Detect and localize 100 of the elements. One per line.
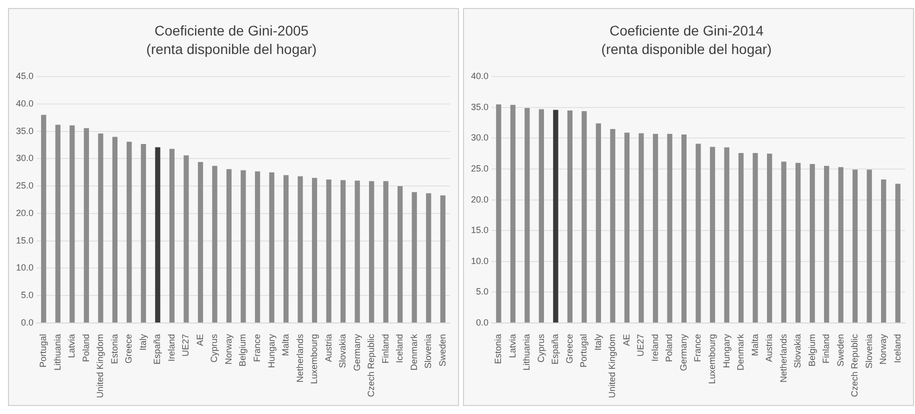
bar bbox=[340, 180, 346, 322]
x-tick-label: Sweden bbox=[835, 334, 846, 366]
x-tick-label: Czech Republic bbox=[850, 333, 860, 397]
x-tick-label: Slovakia bbox=[792, 334, 803, 368]
bar bbox=[369, 181, 374, 322]
bar bbox=[298, 176, 303, 322]
bar bbox=[155, 147, 160, 322]
bar bbox=[596, 123, 602, 322]
y-tick-label: 20.0 bbox=[16, 208, 34, 218]
x-tick-label: UE27 bbox=[636, 334, 646, 356]
x-tick-label: Lithuania bbox=[52, 334, 62, 371]
x-tick-label: AE bbox=[194, 334, 205, 346]
bar bbox=[312, 178, 318, 322]
bar bbox=[354, 180, 360, 322]
x-tick-label: Iceland bbox=[394, 334, 405, 363]
x-tick-label: Sweden bbox=[437, 334, 448, 366]
x-tick-label: Greece bbox=[564, 334, 574, 364]
bar bbox=[398, 186, 403, 322]
x-tick-label: Hungary bbox=[266, 333, 276, 368]
y-tick-label: 5.0 bbox=[476, 286, 489, 297]
x-tick-label: Italy bbox=[138, 333, 148, 350]
y-tick-label: 35.0 bbox=[16, 126, 34, 136]
chart-title: Coeficiente de Gini-2014 bbox=[609, 22, 764, 38]
bar bbox=[426, 193, 432, 322]
chart-subtitle: (renta disponible del hogar) bbox=[146, 41, 317, 58]
bar bbox=[84, 128, 89, 322]
bar bbox=[738, 152, 744, 322]
x-tick-label: Iceland bbox=[892, 334, 902, 363]
x-tick-label: Netherlands bbox=[294, 333, 305, 382]
bar bbox=[55, 124, 60, 322]
bar bbox=[895, 184, 900, 322]
bar bbox=[582, 111, 587, 322]
x-tick-label: Hungary bbox=[721, 333, 732, 368]
bar bbox=[283, 175, 289, 322]
x-tick-label: Austria bbox=[764, 334, 774, 362]
x-tick-label: Cyprus bbox=[209, 333, 220, 362]
bar bbox=[326, 180, 332, 322]
x-tick-label: Poland bbox=[664, 334, 674, 362]
chart-subtitle: (renta disponible del hogar) bbox=[601, 41, 772, 58]
bar bbox=[126, 142, 132, 322]
x-tick-label: Portugal bbox=[38, 334, 48, 368]
x-tick-label: Slovenia bbox=[864, 334, 874, 368]
x-tick-label: Greece bbox=[124, 334, 134, 364]
bar bbox=[610, 128, 616, 322]
bar bbox=[70, 125, 75, 322]
bar bbox=[496, 104, 502, 322]
x-tick-label: Estonia bbox=[493, 334, 504, 364]
x-tick-label: Estonia bbox=[109, 334, 120, 364]
bar bbox=[240, 170, 246, 322]
bar bbox=[212, 166, 218, 322]
bar bbox=[553, 110, 558, 322]
bar bbox=[538, 109, 544, 322]
bar bbox=[140, 144, 146, 322]
x-tick-label: Cyprus bbox=[536, 333, 546, 362]
bar bbox=[866, 170, 872, 322]
x-tick-label: España bbox=[550, 334, 560, 364]
x-tick-label: United Kingdom bbox=[95, 334, 106, 398]
bar bbox=[412, 192, 417, 322]
bar bbox=[766, 154, 772, 322]
bar bbox=[567, 110, 573, 322]
bar bbox=[810, 164, 815, 322]
bar bbox=[710, 146, 716, 322]
bar bbox=[781, 162, 786, 322]
x-tick-label: Luxembourg bbox=[707, 334, 717, 384]
bar bbox=[269, 172, 274, 322]
x-tick-label: Norway bbox=[878, 333, 888, 364]
x-tick-label: Luxembourg bbox=[309, 334, 320, 384]
x-tick-label: Netherlands bbox=[778, 333, 788, 382]
y-tick-label: 30.0 bbox=[16, 153, 34, 164]
y-tick-label: 0.0 bbox=[476, 317, 489, 328]
y-tick-label: 20.0 bbox=[470, 194, 489, 204]
bar bbox=[624, 132, 630, 322]
bar bbox=[696, 144, 701, 322]
bar bbox=[667, 134, 672, 322]
bar bbox=[838, 167, 844, 322]
x-tick-label: Finland bbox=[821, 334, 832, 364]
bar bbox=[852, 170, 858, 322]
x-tick-label: Denmark bbox=[736, 333, 746, 370]
chart-title: Coeficiente de Gini-2005 bbox=[154, 22, 309, 38]
y-tick-label: 45.0 bbox=[16, 71, 34, 82]
y-tick-label: 40.0 bbox=[470, 71, 489, 82]
x-tick-label: United Kingdom bbox=[607, 334, 618, 398]
y-tick-label: 25.0 bbox=[16, 180, 34, 191]
x-tick-label: Malta bbox=[280, 334, 291, 356]
x-tick-label: Slovakia bbox=[338, 334, 348, 368]
bar bbox=[796, 162, 801, 322]
y-tick-label: 0.0 bbox=[21, 317, 34, 328]
x-tick-label: Portugal bbox=[578, 334, 589, 368]
bar bbox=[440, 195, 446, 322]
bar bbox=[254, 171, 260, 322]
x-tick-label: Latvia bbox=[507, 334, 518, 358]
x-tick-label: Finland bbox=[380, 334, 390, 364]
bar bbox=[652, 134, 658, 322]
y-tick-label: 15.0 bbox=[16, 235, 34, 246]
bar bbox=[184, 155, 189, 322]
x-tick-label: Belgium bbox=[806, 334, 817, 366]
x-tick-label: Latvia bbox=[66, 334, 77, 358]
y-tick-label: 40.0 bbox=[16, 98, 34, 108]
x-tick-label: Germany bbox=[352, 333, 362, 371]
bar bbox=[638, 133, 644, 322]
